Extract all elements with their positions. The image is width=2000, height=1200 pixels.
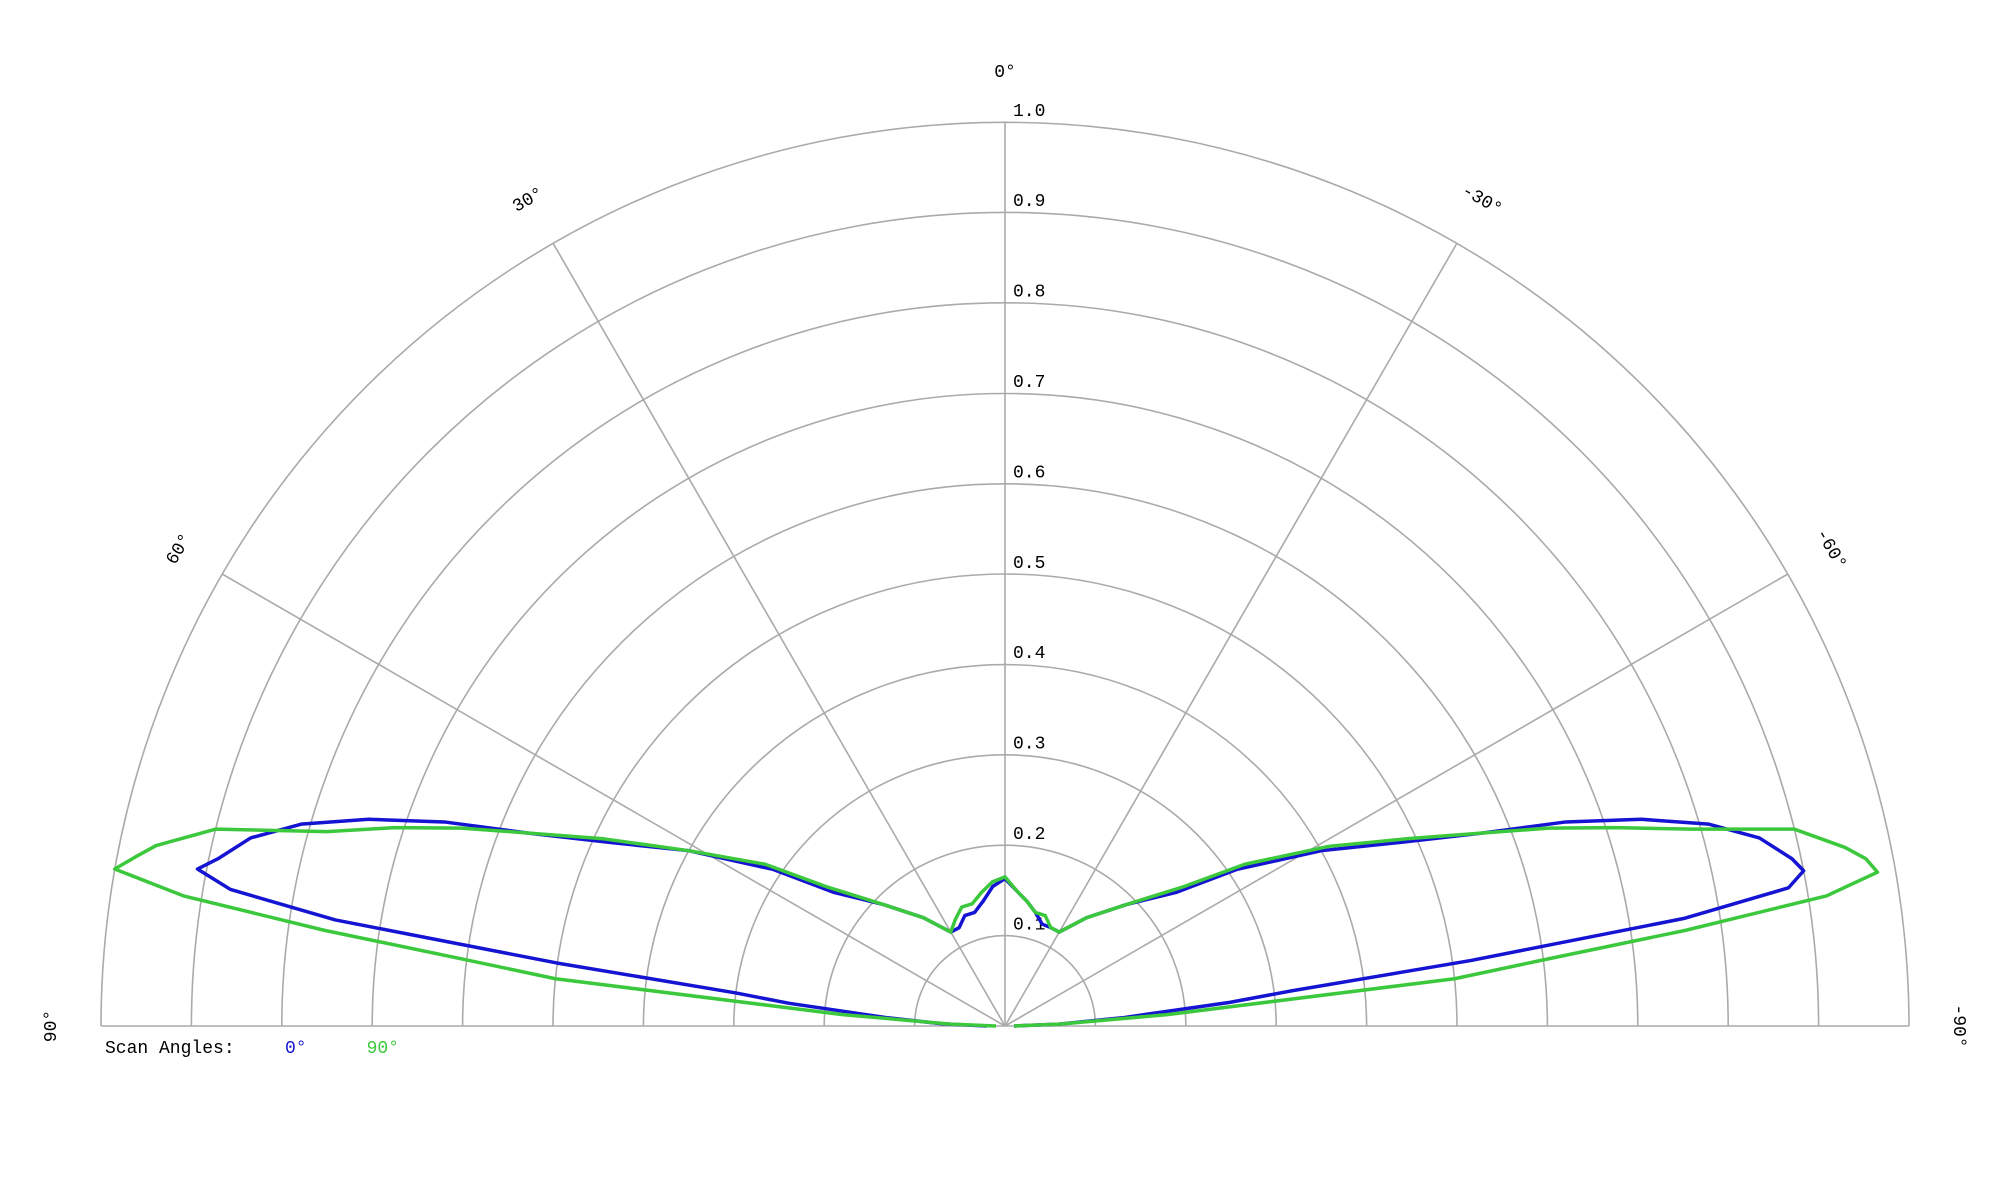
- r-tick-label: 0.9: [1013, 192, 1045, 212]
- legend-title: Scan Angles:: [105, 1039, 235, 1059]
- theta-tick-label: 60°: [163, 530, 197, 568]
- r-tick-label: 0.4: [1013, 644, 1045, 664]
- legend-entry: 90°: [367, 1039, 399, 1059]
- r-tick-label: 0.6: [1013, 463, 1045, 483]
- theta-tick-label: 30°: [509, 184, 547, 218]
- r-tick-label: 0.8: [1013, 283, 1045, 303]
- theta-tick-label: -90°: [1948, 1004, 1968, 1047]
- legend-entry: 0°: [285, 1039, 307, 1059]
- theta-tick-label: 0°: [994, 63, 1016, 83]
- r-tick-label: 1.0: [1013, 102, 1045, 122]
- r-tick-label: 0.5: [1013, 554, 1045, 574]
- theta-tick-label: 90°: [42, 1010, 62, 1042]
- r-tick-label: 0.1: [1013, 915, 1045, 935]
- theta-tick-label: -30°: [1458, 181, 1505, 220]
- grid-spoke: [1004, 573, 1789, 1027]
- grid-spoke: [552, 242, 1006, 1027]
- r-tick-label: 0.2: [1013, 825, 1045, 845]
- theta-tick-label: -60°: [1811, 526, 1850, 573]
- series-line: [112, 825, 1880, 1028]
- grid-spoke: [1004, 242, 1458, 1027]
- r-tick-label: 0.7: [1013, 373, 1045, 393]
- series-line: [195, 817, 1806, 1028]
- r-tick-label: 0.3: [1013, 735, 1045, 755]
- grid-spoke: [221, 573, 1006, 1027]
